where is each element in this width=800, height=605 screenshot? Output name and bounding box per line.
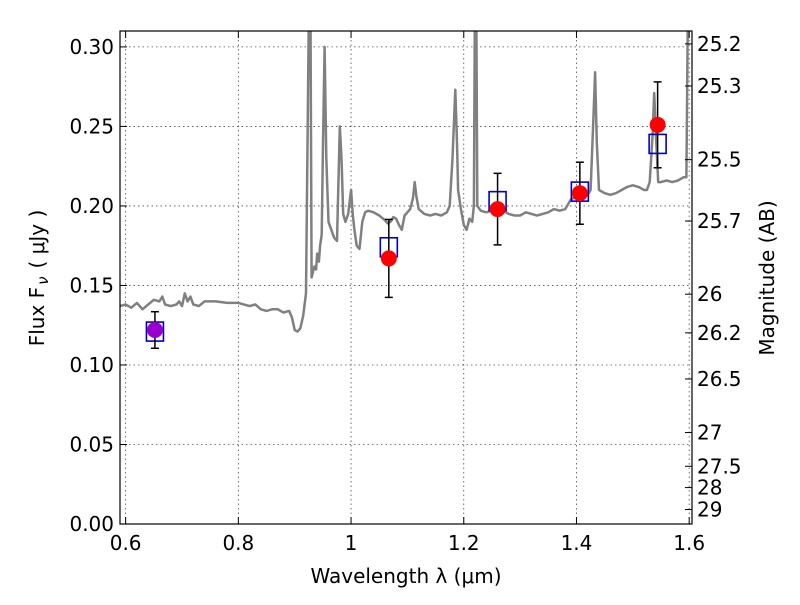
y2-tick-label: 26.5 — [697, 367, 742, 391]
x-tick-label: 1.6 — [673, 531, 705, 555]
x-tick-label: 0.8 — [222, 531, 254, 555]
y2-tick-label: 25.3 — [697, 74, 742, 98]
y2-tick-label: 27.5 — [697, 454, 742, 478]
series-layer — [120, 31, 689, 350]
observed-photometry-point — [380, 250, 397, 267]
y2-tick-label: 29 — [697, 498, 722, 522]
y-tick-label: 0.10 — [69, 353, 114, 377]
x-tick-label: 0.6 — [110, 531, 142, 555]
y-tick-label: 0.00 — [69, 512, 114, 536]
y-axis-label-units: ( μJy ) — [25, 210, 49, 269]
y2-tick-label: 25.5 — [697, 148, 742, 172]
x-axis-ticks: 0.6 0.8 1 1.2 1.4 1.6 — [110, 31, 705, 555]
y-axis-label-subscript: ν — [34, 276, 52, 284]
svg-text:Flux Fν( μJy ): Flux F ν ( μJy ) — [25, 210, 52, 347]
x-tick-label: 1.4 — [561, 531, 593, 555]
y-tick-label: 0.30 — [69, 35, 114, 59]
y2-tick-label: 26 — [697, 282, 722, 306]
observed-photometry-point — [146, 321, 163, 338]
y2-tick-label: 26.2 — [697, 321, 742, 345]
y-axis-label: Flux F ν ( μJy ) — [25, 210, 52, 347]
y-tick-label: 0.05 — [69, 432, 114, 456]
y-axis-label-main: Flux F — [25, 287, 49, 346]
x-tick-label: 1 — [345, 531, 358, 555]
plot-area — [120, 31, 689, 350]
x-axis-label: Wavelength λ (μm) — [310, 564, 501, 588]
y-tick-label: 0.25 — [69, 114, 114, 138]
observed-photometry-point — [489, 201, 506, 218]
y2-tick-label: 25.7 — [697, 209, 742, 233]
x-tick-label: 1.2 — [448, 531, 480, 555]
plot-frame — [119, 30, 693, 525]
y-tick-label: 0.20 — [69, 194, 114, 218]
y-axis-ticks: 0.00 0.05 0.10 0.15 0.20 0.25 0.30 — [69, 35, 127, 536]
y2-tick-label: 28 — [697, 476, 722, 500]
observed-photometry-point — [649, 116, 666, 133]
y-tick-label: 0.15 — [69, 273, 114, 297]
y2-axis-label: Magnitude (AB) — [755, 200, 779, 355]
y2-tick-label: 27 — [697, 421, 722, 445]
grid-lines — [120, 31, 692, 525]
sed-model-line — [120, 31, 689, 333]
y2-tick-label: 25.2 — [697, 32, 742, 56]
observed-photometry-point — [571, 185, 588, 202]
